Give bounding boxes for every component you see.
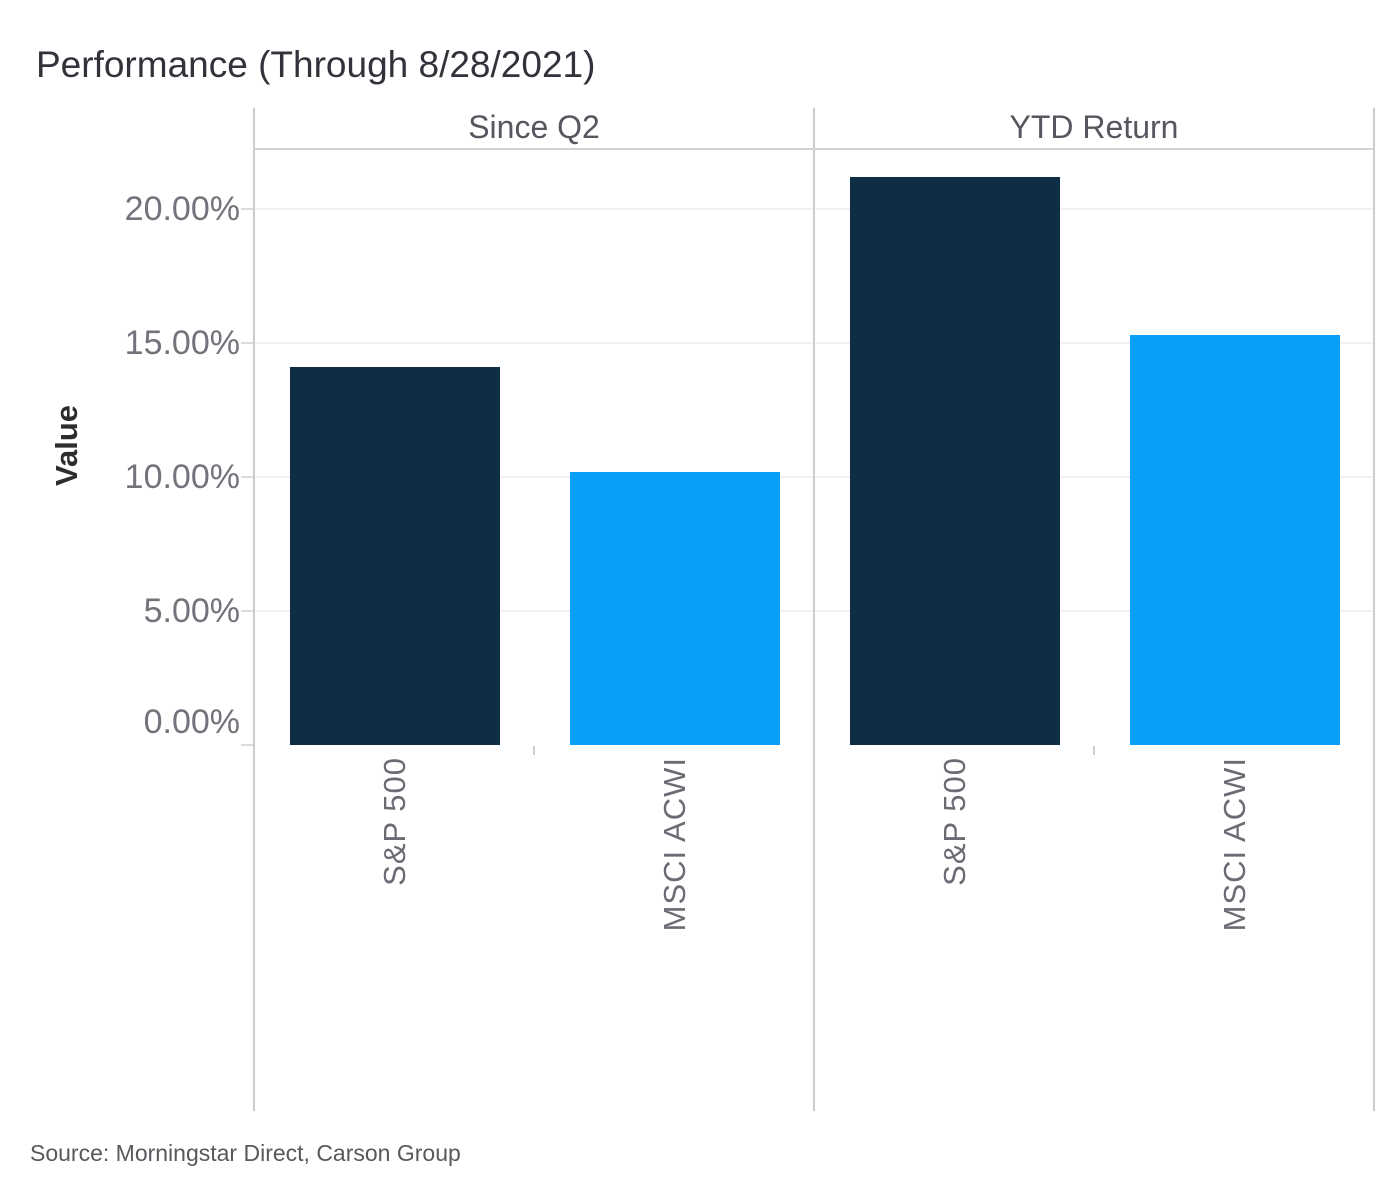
panel-divider [813, 108, 815, 1111]
x-category-label: MSCI ACWI [650, 757, 700, 1111]
x-axis-panel-tick [1093, 746, 1095, 755]
x-category-label-text: S&P 500 [377, 757, 412, 886]
chart-title: Performance (Through 8/28/2021) [36, 44, 596, 85]
y-axis-tick [241, 610, 253, 612]
x-category-label-text: MSCI ACWI [657, 757, 692, 932]
panel-header-ytd-return: YTD Return [1009, 109, 1179, 145]
x-category-label: S&P 500 [930, 757, 980, 1111]
x-category-label: MSCI ACWI [1210, 757, 1260, 1111]
y-tick-label: 15.00% [124, 324, 240, 362]
bar-msci-acwi[interactable] [1130, 335, 1340, 745]
plot-top-border [254, 148, 1374, 150]
x-category-label-text: S&P 500 [937, 757, 972, 886]
y-axis-tick [241, 476, 253, 478]
x-axis-panel-tick [533, 746, 535, 755]
y-axis-title-text: Value [49, 404, 84, 486]
panel-header-since-q2: Since Q2 [468, 109, 600, 145]
bar-msci-acwi[interactable] [570, 472, 780, 745]
axis-left-border [253, 108, 255, 1111]
y-tick-label: 5.00% [143, 592, 240, 630]
y-tick-label: 0.00% [143, 703, 240, 741]
bar-s-p-500[interactable] [290, 367, 500, 745]
x-category-label: S&P 500 [370, 757, 420, 1111]
y-axis-tick [241, 342, 253, 344]
y-axis-tick [241, 208, 253, 210]
y-tick-label: 20.00% [124, 190, 240, 228]
source-caption: Source: Morningstar Direct, Carson Group [30, 1140, 461, 1166]
y-axis-title: Value [42, 390, 92, 500]
y-axis-tick [241, 744, 253, 746]
y-tick-label: 10.00% [124, 458, 240, 496]
x-category-label-text: MSCI ACWI [1217, 757, 1252, 932]
axis-right-border [1373, 108, 1375, 1111]
bar-s-p-500[interactable] [850, 177, 1060, 745]
